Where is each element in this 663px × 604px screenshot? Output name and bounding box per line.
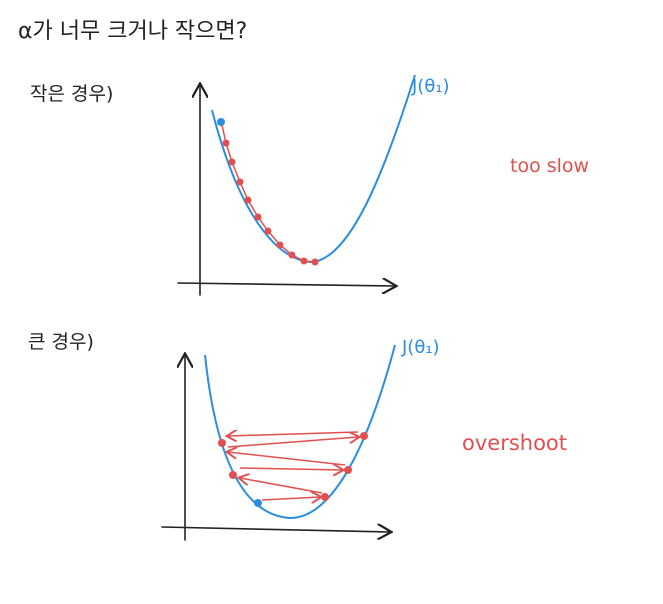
panel-label: 큰 경우) xyxy=(28,331,94,353)
steps xyxy=(222,139,319,266)
start-point xyxy=(254,499,262,507)
note: too slow xyxy=(510,155,589,177)
cost-curve xyxy=(204,344,396,520)
step-path xyxy=(221,124,316,263)
cost-curve xyxy=(211,74,416,264)
title: α가 너무 크거나 작으면? xyxy=(18,19,247,44)
panel-label: 작은 경우) xyxy=(30,83,113,105)
start-point xyxy=(217,118,225,126)
curve-label: J(θ₁) xyxy=(411,76,450,97)
x-axis xyxy=(161,527,390,532)
note: overshoot xyxy=(462,431,567,455)
overshoot-arrows xyxy=(228,432,358,500)
curve-label: J(θ₁) xyxy=(401,337,440,358)
x-axis xyxy=(177,283,395,286)
